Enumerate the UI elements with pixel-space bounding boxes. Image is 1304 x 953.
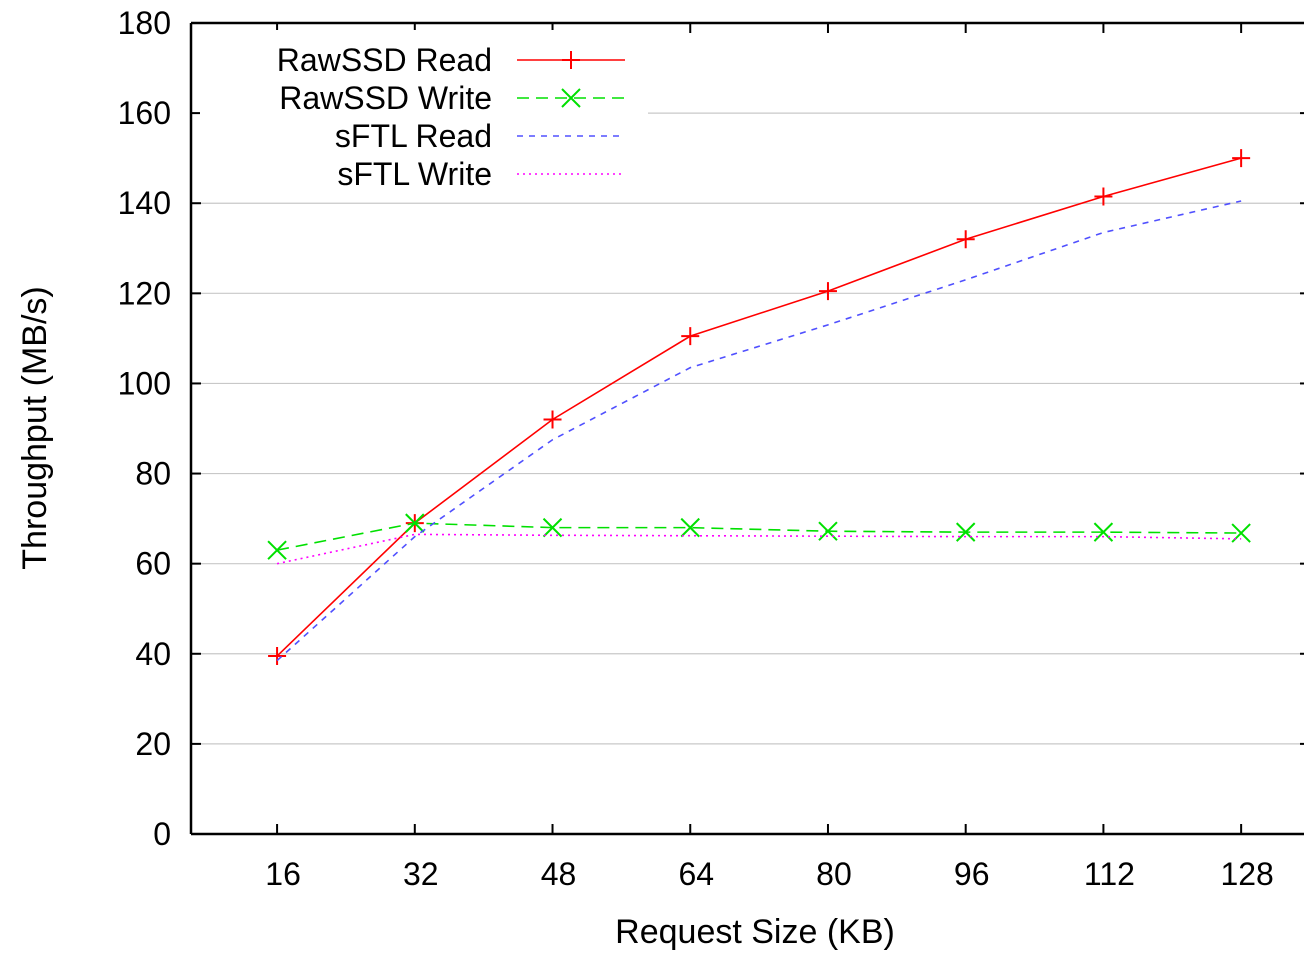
x-tick-label: 128: [1220, 856, 1273, 892]
data-point-rawssd-write: [542, 517, 563, 538]
series-line-rawssd-write: [276, 522, 1242, 551]
x-tick-label: 16: [265, 856, 301, 892]
data-point-rawssd-write: [818, 521, 838, 541]
data-point-rawssd-read: [956, 230, 975, 249]
x-tick-label: 80: [816, 856, 852, 892]
data-point-rawssd-write: [955, 522, 976, 542]
y-tick-label: 40: [135, 636, 171, 672]
data-point-rawssd-read: [268, 647, 287, 666]
series-sftl-write: [276, 533, 1242, 565]
data-point-rawssd-write: [267, 540, 287, 560]
x-tick-label: 64: [678, 856, 714, 892]
legend-background: [200, 30, 648, 195]
x-tick-label: 112: [1084, 856, 1135, 892]
y-tick-label: 180: [118, 5, 171, 41]
y-tick-label: 100: [118, 365, 171, 401]
y-tick-label: 160: [118, 95, 171, 131]
series-sftl-read: [276, 200, 1242, 662]
series-line-sftl-read: [276, 200, 1242, 662]
axes: [189, 21, 1304, 836]
data-point-rawssd-write: [405, 513, 425, 533]
data-point-rawssd-read: [1094, 187, 1113, 206]
x-tick-label: 96: [954, 856, 990, 892]
x-tick-label: 48: [541, 856, 577, 892]
series-rawssd-write: [267, 513, 1251, 560]
y-tick-label: 140: [118, 185, 171, 221]
legend-label-rawssd-read: RawSSD Read: [277, 42, 492, 78]
data-point-rawssd-read: [1232, 149, 1251, 168]
y-tick-label: 120: [118, 275, 171, 311]
data-series: [267, 149, 1251, 666]
legend-marker-rawssd-read: [562, 51, 580, 69]
y-tick-label: 80: [135, 456, 171, 492]
legend-label-sftl-write: sFTL Write: [337, 156, 492, 192]
x-axis-title: Request Size (KB): [615, 913, 895, 951]
y-axis-title: Throughput (MB/s): [16, 286, 54, 569]
axis-ticks: 0 20 40 60 80 100 120 140 160 180 16 32 48 64 80 96 112 1…: [118, 5, 1304, 892]
data-point-rawssd-write: [1093, 522, 1114, 542]
data-point-rawssd-read: [543, 410, 562, 429]
series-line-rawssd-read: [276, 157, 1242, 657]
y-tick-label: 20: [135, 726, 171, 762]
legend-label-rawssd-write: RawSSD Write: [279, 80, 492, 116]
legend-marker-rawssd-write: [561, 88, 581, 108]
data-point-rawssd-read: [681, 327, 700, 346]
legend-label-sftl-read: sFTL Read: [335, 118, 492, 154]
series-rawssd-read: [268, 149, 1251, 666]
data-point-rawssd-read: [818, 282, 837, 301]
series-line-sftl-write: [276, 533, 1242, 565]
x-tick-label: 32: [403, 856, 439, 892]
y-tick-label: 0: [153, 816, 171, 852]
gridlines: [191, 112, 1304, 745]
data-point-rawssd-write: [680, 517, 700, 538]
y-tick-label: 60: [135, 546, 171, 582]
